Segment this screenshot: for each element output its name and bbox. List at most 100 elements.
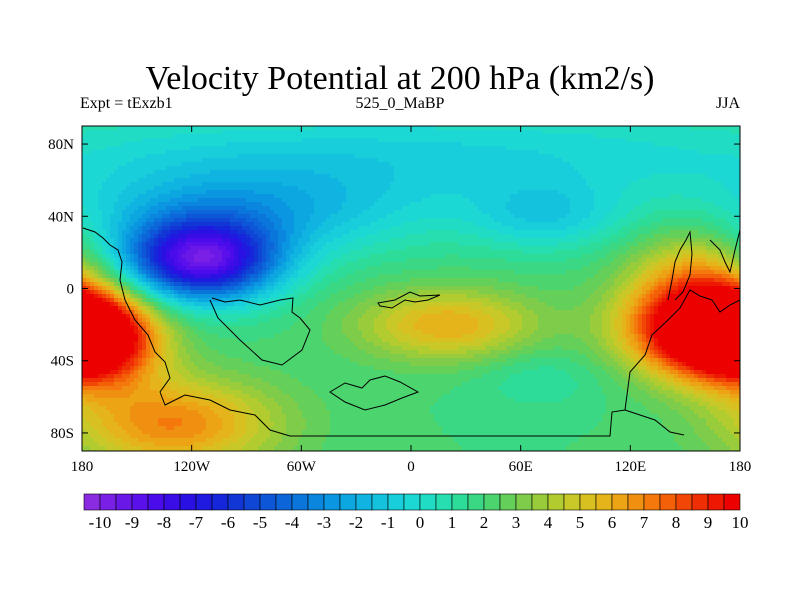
field-cell xyxy=(258,434,263,439)
field-cell xyxy=(310,310,315,315)
field-cell xyxy=(198,274,203,279)
field-cell xyxy=(194,202,199,207)
field-cell xyxy=(270,370,275,375)
field-cell xyxy=(310,206,315,211)
field-cell xyxy=(210,158,215,163)
field-cell xyxy=(314,218,319,223)
field-cell xyxy=(282,150,287,155)
field-cell xyxy=(250,170,255,175)
field-cell xyxy=(142,282,147,287)
field-cell xyxy=(106,170,111,175)
field-cell xyxy=(210,250,215,255)
field-cell xyxy=(98,262,103,267)
field-cell xyxy=(262,254,267,259)
field-cell xyxy=(106,254,111,259)
field-cell xyxy=(258,442,263,447)
field-cell xyxy=(134,238,139,243)
field-cell xyxy=(182,310,187,315)
field-cell xyxy=(218,354,223,359)
field-cell xyxy=(294,378,299,383)
field-cell xyxy=(138,318,143,323)
field-cell xyxy=(274,210,279,215)
field-cell xyxy=(230,342,235,347)
field-cell xyxy=(254,310,259,315)
field-cell xyxy=(206,426,211,431)
field-cell xyxy=(170,150,175,155)
field-cell xyxy=(266,382,271,387)
field-cell xyxy=(302,238,307,243)
field-cell xyxy=(298,374,303,379)
field-cell xyxy=(270,330,275,335)
field-cell xyxy=(274,298,279,303)
field-cell xyxy=(122,362,127,367)
field-cell xyxy=(206,218,211,223)
field-cell xyxy=(310,182,315,187)
field-cell xyxy=(138,162,143,167)
field-cell xyxy=(182,162,187,167)
field-cell xyxy=(210,338,215,343)
field-cell xyxy=(126,194,131,199)
field-cell xyxy=(298,222,303,227)
field-cell xyxy=(234,210,239,215)
field-cell xyxy=(314,334,319,339)
field-cell xyxy=(258,258,263,263)
field-cell xyxy=(138,258,143,263)
field-cell xyxy=(318,406,323,411)
field-cell xyxy=(94,338,99,343)
field-cell xyxy=(210,434,215,439)
field-cell xyxy=(254,170,259,175)
field-cell xyxy=(154,166,159,171)
field-cell xyxy=(166,298,171,303)
field-cell xyxy=(254,126,259,131)
field-cell xyxy=(258,354,263,359)
field-cell xyxy=(270,182,275,187)
field-cell xyxy=(138,442,143,447)
field-cell xyxy=(162,222,167,227)
field-cell xyxy=(190,126,195,131)
field-cell xyxy=(202,126,207,131)
field-cell xyxy=(162,438,167,443)
field-cell xyxy=(254,230,259,235)
field-cell xyxy=(158,374,163,379)
field-cell xyxy=(234,402,239,407)
field-cell xyxy=(290,258,295,263)
field-cell xyxy=(250,402,255,407)
field-cell xyxy=(126,142,131,147)
field-cell xyxy=(154,342,159,347)
field-cell xyxy=(206,378,211,383)
field-cell xyxy=(90,334,95,339)
field-cell xyxy=(162,230,167,235)
field-cell xyxy=(142,414,147,419)
field-cell xyxy=(142,126,147,131)
field-cell xyxy=(234,326,239,331)
field-cell xyxy=(262,174,267,179)
field-cell xyxy=(118,298,123,303)
field-cell xyxy=(146,390,151,395)
field-cell xyxy=(142,326,147,331)
field-cell xyxy=(202,386,207,391)
field-cell xyxy=(138,214,143,219)
field-cell xyxy=(254,370,259,375)
field-cell xyxy=(118,382,123,387)
field-cell xyxy=(202,390,207,395)
field-cell xyxy=(258,146,263,151)
field-cell xyxy=(270,150,275,155)
field-cell xyxy=(130,162,135,167)
field-cell xyxy=(258,422,263,427)
field-cell xyxy=(186,130,191,135)
field-cell xyxy=(130,314,135,319)
field-cell xyxy=(278,446,283,451)
field-cell xyxy=(134,218,139,223)
field-cell xyxy=(230,214,235,219)
field-cell xyxy=(226,210,231,215)
field-cell xyxy=(290,246,295,251)
field-cell xyxy=(118,158,123,163)
field-cell xyxy=(110,194,115,199)
field-cell xyxy=(190,206,195,211)
field-cell xyxy=(130,338,135,343)
field-cell xyxy=(182,242,187,247)
field-cell xyxy=(242,434,247,439)
field-cell xyxy=(138,246,143,251)
field-cell xyxy=(94,274,99,279)
field-cell xyxy=(174,190,179,195)
